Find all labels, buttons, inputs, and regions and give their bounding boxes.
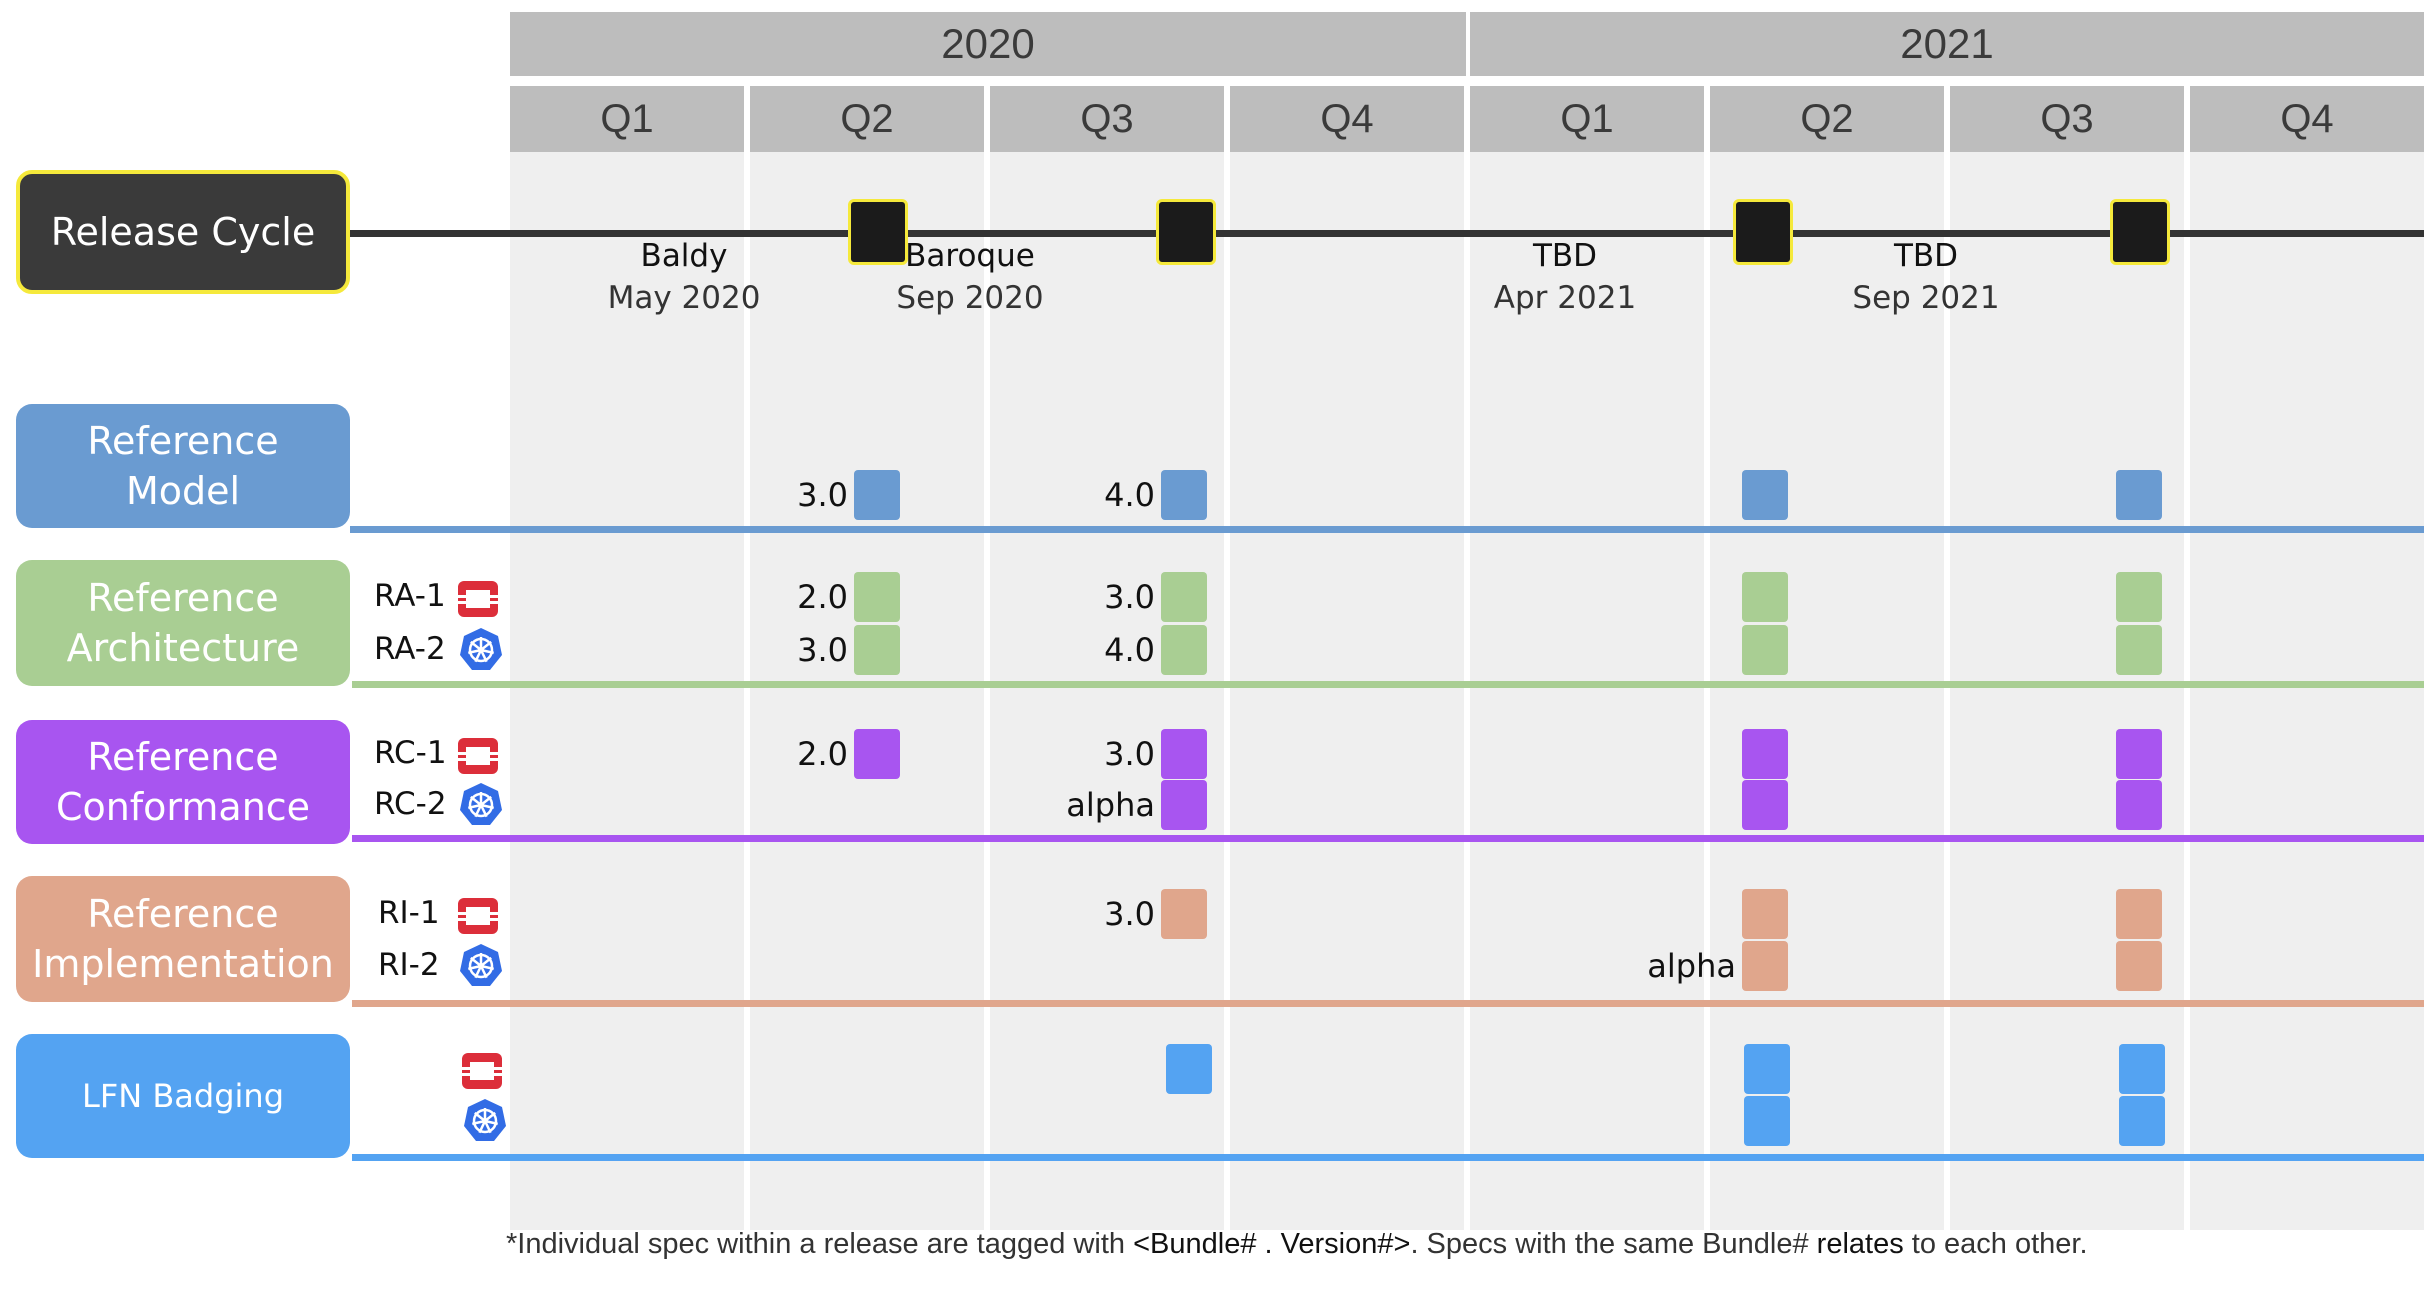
spec-version-marker: [2116, 941, 2162, 991]
row-label: RA-2: [374, 631, 446, 667]
spec-version-marker: [854, 729, 900, 779]
quarter-header-2020-q3: Q3: [990, 86, 1224, 152]
spec-version-marker: [1742, 572, 1788, 622]
kubernetes-icon: [464, 1099, 506, 1141]
spec-version-marker: [1161, 470, 1207, 520]
spec-version-label: 3.0: [797, 476, 848, 514]
openstack-icon: [458, 581, 498, 617]
openstack-icon: [458, 738, 498, 774]
spec-version-label: 3.0: [1104, 735, 1155, 773]
spec-version-label: 2.0: [797, 578, 848, 616]
spec-version-marker: [1742, 941, 1788, 991]
quarter-header-2020-q1: Q1: [510, 86, 744, 152]
release-date: Sep 2020: [896, 280, 1044, 316]
row-label: RI-2: [378, 947, 440, 983]
spec-version-marker: [1742, 625, 1788, 675]
quarter-header-2021-q3: Q3: [1950, 86, 2184, 152]
release-milestone-marker: [2110, 199, 2170, 265]
spec-version-marker: [1161, 729, 1207, 779]
quarter-column: [510, 152, 744, 1230]
spec-version-label: 4.0: [1104, 476, 1155, 514]
spec-version-marker: [1166, 1044, 1212, 1094]
release-name: Baldy: [640, 238, 728, 274]
quarter-header-2020-q4: Q4: [1230, 86, 1464, 152]
year-header-2020: 2020: [510, 12, 1466, 76]
row-label: RA-1: [374, 578, 446, 614]
release-name: Baroque: [905, 238, 1035, 274]
spec-version-marker: [2116, 625, 2162, 675]
category-separator-line: [350, 526, 2424, 533]
spec-version-marker: [854, 572, 900, 622]
spec-version-marker: [1742, 780, 1788, 830]
category-reference-architecture: Reference Architecture: [16, 560, 350, 686]
spec-version-marker: [1161, 889, 1207, 939]
row-label: RC-1: [374, 735, 447, 771]
spec-version-marker: [2116, 729, 2162, 779]
category-reference-implementation: Reference Implementation: [16, 876, 350, 1002]
category-reference-model: Reference Model: [16, 404, 350, 528]
spec-version-label: 3.0: [1104, 895, 1155, 933]
spec-version-label: 4.0: [1104, 631, 1155, 669]
spec-version-label: 2.0: [797, 735, 848, 773]
spec-version-label: alpha: [1066, 786, 1155, 824]
release-date: Sep 2021: [1852, 280, 2000, 316]
spec-version-marker: [1744, 1096, 1790, 1146]
category-reference-conformance: Reference Conformance: [16, 720, 350, 844]
release-cycle-label: Release Cycle: [16, 170, 350, 294]
spec-version-label: alpha: [1647, 947, 1736, 985]
year-header-2021: 2021: [1470, 12, 2424, 76]
quarter-header-2021-q1: Q1: [1470, 86, 1704, 152]
spec-version-marker: [2119, 1096, 2165, 1146]
spec-version-marker: [2116, 572, 2162, 622]
spec-version-marker: [1161, 780, 1207, 830]
spec-version-label: 3.0: [1104, 578, 1155, 616]
quarter-header-2021-q4: Q4: [2190, 86, 2424, 152]
release-milestone-marker: [1156, 199, 1216, 265]
spec-version-marker: [1742, 889, 1788, 939]
category-separator-line: [352, 1154, 2424, 1161]
spec-version-marker: [2116, 889, 2162, 939]
footnote: *Individual spec within a release are ta…: [506, 1228, 2088, 1260]
category-separator-line: [352, 835, 2424, 842]
release-name: TBD: [1532, 238, 1598, 274]
spec-version-marker: [1744, 1044, 1790, 1094]
spec-version-marker: [1742, 729, 1788, 779]
spec-version-marker: [2119, 1044, 2165, 1094]
row-label: RC-2: [374, 786, 447, 822]
quarter-column: [2190, 152, 2424, 1230]
quarter-header-2020-q2: Q2: [750, 86, 984, 152]
release-date: May 2020: [607, 280, 761, 316]
category-lfn-badging: LFN Badging: [16, 1034, 350, 1158]
release-name: TBD: [1893, 238, 1959, 274]
row-label: RI-1: [378, 895, 440, 931]
spec-version-marker: [854, 625, 900, 675]
kubernetes-icon: [460, 944, 502, 986]
release-milestone-marker: [1733, 199, 1793, 265]
release-date: Apr 2021: [1493, 280, 1637, 316]
kubernetes-icon: [460, 783, 502, 825]
kubernetes-icon: [460, 628, 502, 670]
spec-version-marker: [1161, 572, 1207, 622]
release-cycle-timeline: [350, 230, 2424, 237]
quarter-column: [750, 152, 984, 1230]
category-separator-line: [352, 681, 2424, 688]
spec-version-marker: [854, 470, 900, 520]
spec-version-marker: [1161, 625, 1207, 675]
spec-version-marker: [2116, 470, 2162, 520]
spec-version-marker: [2116, 780, 2162, 830]
quarter-column: [1470, 152, 1704, 1230]
openstack-icon: [458, 898, 498, 934]
release-milestone-marker: [848, 199, 908, 265]
spec-version-label: 3.0: [797, 631, 848, 669]
spec-version-marker: [1742, 470, 1788, 520]
quarter-header-2021-q2: Q2: [1710, 86, 1944, 152]
openstack-icon: [462, 1053, 502, 1089]
category-separator-line: [352, 1000, 2424, 1007]
quarter-column: [1230, 152, 1464, 1230]
